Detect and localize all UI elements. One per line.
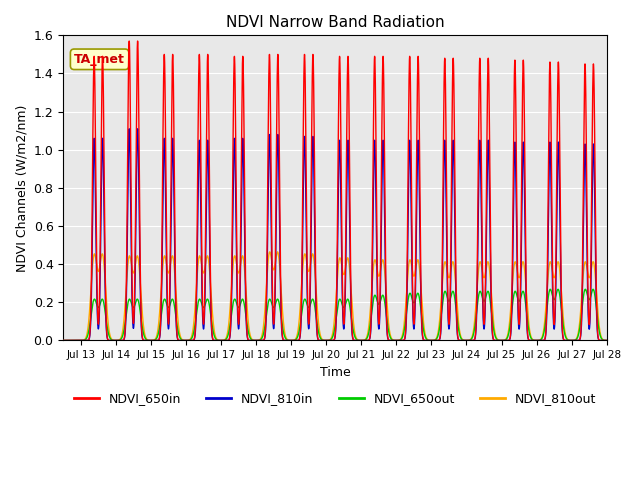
Legend: NDVI_650in, NDVI_810in, NDVI_650out, NDVI_810out: NDVI_650in, NDVI_810in, NDVI_650out, NDV…	[68, 387, 601, 410]
Y-axis label: NDVI Channels (W/m2/nm): NDVI Channels (W/m2/nm)	[15, 104, 28, 272]
Title: NDVI Narrow Band Radiation: NDVI Narrow Band Radiation	[226, 15, 444, 30]
Text: TA_met: TA_met	[74, 53, 125, 66]
X-axis label: Time: Time	[319, 366, 350, 379]
